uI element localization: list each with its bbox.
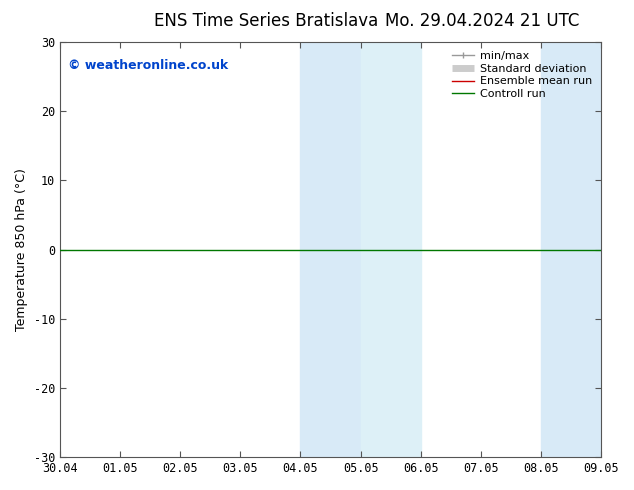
Bar (541, 42, 601, 457)
Text: Mo. 29.04.2024 21 UTC: Mo. 29.04.2024 21 UTC (385, 12, 579, 30)
Legend: min/max, Standard deviation, Ensemble mean run, Controll run: min/max, Standard deviation, Ensemble me… (449, 48, 595, 102)
Text: ENS Time Series Bratislava: ENS Time Series Bratislava (154, 12, 378, 30)
Text: © weatheronline.co.uk: © weatheronline.co.uk (68, 59, 228, 72)
Y-axis label: Temperature 850 hPa (°C): Temperature 850 hPa (°C) (15, 168, 28, 331)
Bar (301, 42, 361, 457)
Bar (361, 42, 421, 457)
